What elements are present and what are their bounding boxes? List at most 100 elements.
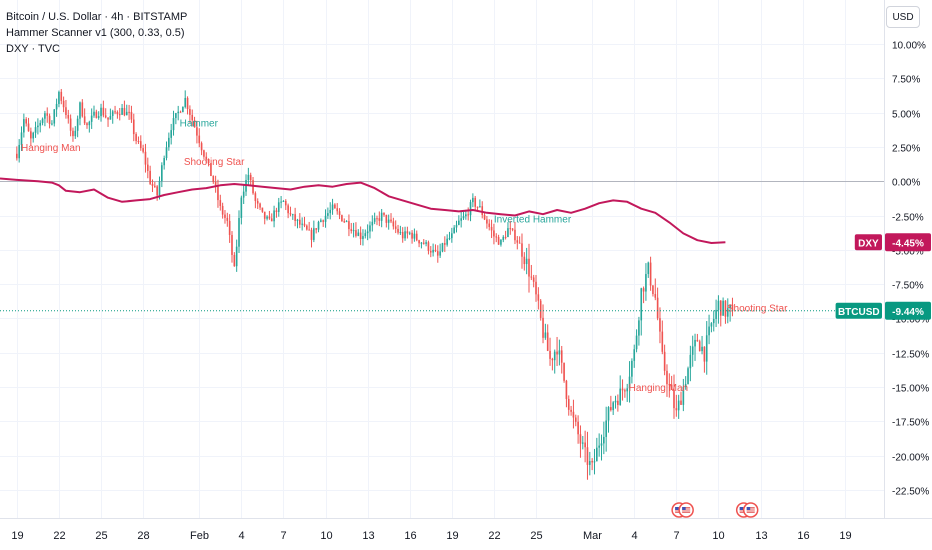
- candle-body: [336, 208, 339, 212]
- candle-body: [504, 236, 507, 238]
- candle-body: [467, 214, 470, 216]
- compare-symbol-title[interactable]: DXY · TVC: [6, 43, 60, 55]
- candle-body: [210, 163, 212, 177]
- candle-body: [581, 442, 584, 444]
- candle-body: [439, 251, 441, 256]
- candle-body: [675, 408, 678, 411]
- candle-body: [247, 174, 250, 181]
- candle-body: [380, 212, 383, 221]
- candle-body: [532, 277, 535, 282]
- candle-body: [69, 118, 72, 131]
- candle-body: [422, 242, 425, 244]
- candle-body: [481, 206, 484, 215]
- candle-body: [493, 230, 495, 237]
- candle-body: [448, 238, 451, 240]
- x-tick-label: 13: [755, 530, 767, 542]
- flag-icon: [746, 507, 755, 513]
- x-tick-label: 19: [11, 530, 23, 542]
- candle-body: [324, 215, 327, 222]
- symbol-title[interactable]: Bitcoin / U.S. Dollar · 4h · BITSTAMP: [6, 11, 188, 23]
- candle-body: [114, 111, 116, 113]
- candle-body: [144, 151, 147, 165]
- candle-body: [32, 132, 35, 139]
- candle-body: [170, 130, 173, 138]
- candle-body: [415, 233, 418, 241]
- candle-body: [600, 443, 603, 446]
- candle-body: [116, 112, 119, 115]
- candle-body: [642, 288, 645, 292]
- candle-body: [163, 158, 165, 166]
- dxy-line: [0, 177, 726, 244]
- candle-body: [684, 384, 687, 387]
- candle-body: [97, 116, 100, 118]
- pattern-label: Hammer: [180, 118, 219, 129]
- candle-body: [280, 201, 282, 203]
- pattern-label: Shooting Star: [184, 157, 245, 168]
- candle-body: [177, 111, 180, 114]
- btc-badge-value-bg: [885, 301, 931, 320]
- economic-event-icon[interactable]: [678, 502, 694, 518]
- candle-body: [429, 250, 432, 253]
- candle-body: [329, 209, 332, 214]
- candle-body: [287, 205, 289, 214]
- candle-body: [553, 351, 556, 361]
- candle-body: [310, 229, 313, 240]
- btc-badge-label: BTCUSD: [838, 307, 880, 318]
- candle-body: [560, 350, 563, 363]
- candle-body: [399, 232, 402, 234]
- y-tick-label: -7.50%: [892, 281, 924, 292]
- candle-body: [488, 223, 491, 227]
- candle-body: [18, 144, 20, 159]
- time-axis[interactable]: 19 22 25 28 Feb 4 7 10 13 16 19 22 25 Mar 4 7 10 13 16 19: [11, 530, 851, 542]
- candle-body: [434, 249, 437, 252]
- candle-body: [130, 111, 133, 120]
- currency-button[interactable]: USD: [886, 6, 920, 28]
- candle-body: [392, 221, 395, 227]
- candle-body: [156, 186, 158, 196]
- candle-body: [710, 323, 713, 327]
- dxy-badge-label: DXY: [858, 238, 879, 249]
- candle-body: [610, 407, 612, 411]
- candle-body: [334, 204, 336, 209]
- candle-body: [172, 118, 175, 131]
- candle-body: [83, 116, 86, 124]
- candle-body: [254, 193, 257, 202]
- event-markers[interactable]: [671, 502, 759, 518]
- candle-body: [546, 332, 549, 351]
- candle-body: [86, 123, 88, 126]
- candle-body: [261, 207, 264, 212]
- y-tick-label: -12.50%: [892, 350, 929, 361]
- pattern-label: Hanging Man: [629, 383, 688, 394]
- candle-body: [270, 218, 273, 222]
- candle-body: [595, 447, 598, 462]
- candle-body: [698, 341, 701, 352]
- candle-body: [366, 231, 369, 234]
- economic-event-icon[interactable]: [742, 502, 759, 518]
- x-tick-label: 19: [446, 530, 458, 542]
- candle-body: [123, 107, 126, 116]
- candle-body: [135, 134, 137, 141]
- candle-body: [436, 251, 439, 256]
- candle-body: [474, 197, 477, 207]
- candle-body: [55, 103, 58, 110]
- candle-body: [441, 243, 444, 252]
- candle-body: [497, 237, 500, 245]
- x-tick-label: 22: [53, 530, 65, 542]
- candle-body: [198, 135, 201, 144]
- candle-body: [408, 232, 411, 234]
- candle-body: [60, 91, 63, 101]
- price-axis[interactable]: 10.00% 7.50% 5.00% 2.50% 0.00% -2.50% -5.00% -7…: [892, 41, 929, 498]
- candle-body: [649, 262, 652, 286]
- candle-body: [205, 156, 208, 160]
- candle-body: [621, 388, 624, 391]
- candle-body: [81, 102, 84, 117]
- flag-canton: [682, 507, 686, 510]
- candle-body: [612, 402, 615, 411]
- candle-body: [401, 232, 404, 239]
- candle-body: [607, 407, 610, 421]
- candle-body: [224, 214, 226, 218]
- indicator-title[interactable]: Hammer Scanner v1 (300, 0.33, 0.5): [6, 27, 185, 39]
- candle-body: [626, 388, 629, 392]
- candle-body: [249, 174, 252, 181]
